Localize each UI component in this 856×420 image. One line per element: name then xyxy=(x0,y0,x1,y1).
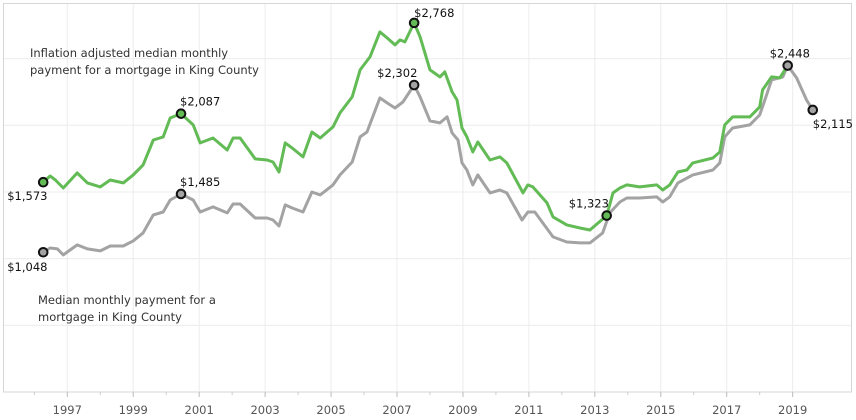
x-tick-label: 1997 xyxy=(53,403,82,417)
x-tick-label: 2013 xyxy=(580,403,609,417)
annotation-label: $1,048 xyxy=(7,260,47,274)
annotation-marker xyxy=(408,17,420,29)
annotation-marker xyxy=(175,108,187,119)
annotation-label: $1,485 xyxy=(180,175,220,189)
x-tick-label: 2005 xyxy=(316,403,345,417)
annotation-label: $2,448 xyxy=(770,47,810,61)
x-tick-label: 1999 xyxy=(119,403,148,417)
annotation-label: $2,302 xyxy=(377,66,417,80)
annotation-markers: $1,573 $2,087 $2,768 $1,323 $2,448 $1,048 $1,4… xyxy=(7,6,853,274)
x-tick-label: 2003 xyxy=(250,403,279,417)
x-tick-label: 2015 xyxy=(646,403,675,417)
x-axis: 1997 1999 2001 2003 2005 2007 2009 2011 2013 2015… xyxy=(33,392,807,417)
series-line-median xyxy=(42,64,815,257)
series-label-median: Median monthly payment for a mortgage in… xyxy=(38,293,220,324)
annotation-marker xyxy=(37,176,49,188)
series-label-inflation-adjusted: Inflation adjusted median monthly paymen… xyxy=(30,46,259,77)
annotation-label: $2,115 xyxy=(813,117,853,131)
annotation-marker xyxy=(807,104,819,116)
annotation-marker xyxy=(782,60,794,71)
annotation-label: $1,323 xyxy=(569,197,609,211)
plot-frame xyxy=(3,3,852,393)
x-tick-label: 2001 xyxy=(185,403,214,417)
x-tick-label: 2007 xyxy=(382,403,411,417)
annotation-label: $2,768 xyxy=(414,6,454,20)
annotation-marker xyxy=(601,210,612,221)
annotation-label: $2,087 xyxy=(180,95,220,109)
x-tick-label: 2019 xyxy=(778,403,807,417)
annotation-marker xyxy=(175,188,187,200)
x-tick-label: 2017 xyxy=(712,403,741,417)
annotation-marker xyxy=(408,79,420,91)
x-tick-label: 2011 xyxy=(514,403,543,417)
annotation-label: $1,573 xyxy=(7,189,47,203)
annotation-marker xyxy=(37,246,49,258)
x-tick-label: 2009 xyxy=(448,403,477,417)
series-labels: Inflation adjusted median monthly paymen… xyxy=(30,46,259,324)
